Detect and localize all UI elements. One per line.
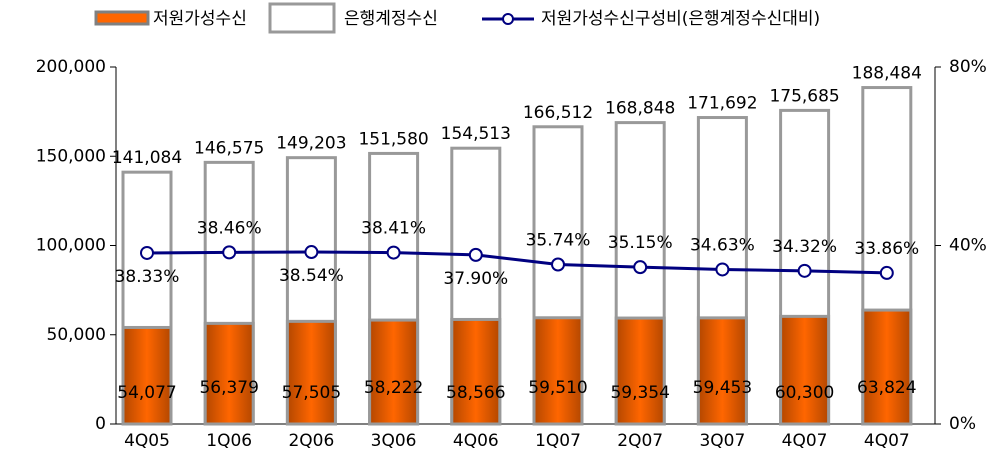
- data-label: 175,685: [769, 86, 839, 106]
- data-label: 57,505: [282, 383, 341, 403]
- data-label: 35.74%: [526, 231, 591, 251]
- data-label: 58,566: [446, 383, 505, 403]
- bar: [450, 317, 502, 426]
- data-label: 151,580: [358, 129, 428, 149]
- legend-label: 저원가성수신: [153, 9, 247, 29]
- bar: [532, 316, 584, 426]
- data-label: 149,203: [276, 134, 346, 154]
- legend-label: 저원가성수신구성비(은행계정수신대비): [541, 9, 820, 29]
- legend-swatch: [502, 13, 514, 25]
- data-label: 141,084: [112, 148, 182, 168]
- point: [468, 247, 483, 262]
- point: [304, 245, 319, 260]
- data-label: 60,300: [775, 383, 834, 403]
- data-label: 54,077: [117, 383, 176, 403]
- data-label: 38.33%: [115, 267, 180, 287]
- legend-swatch: [94, 10, 150, 26]
- y-tick-label: 50,000: [47, 325, 106, 345]
- data-label: 154,513: [441, 124, 511, 144]
- data-label: 166,512: [523, 103, 593, 123]
- bar: [861, 308, 913, 426]
- data-label: 35.15%: [608, 233, 673, 253]
- y2-tick-label: 0%: [949, 414, 976, 434]
- data-label: 33.86%: [854, 239, 919, 259]
- y2-tick-label: 40%: [949, 236, 987, 256]
- point: [715, 262, 730, 277]
- data-label: 34.32%: [772, 237, 837, 257]
- data-label: 168,848: [605, 99, 675, 119]
- bar: [203, 321, 255, 426]
- point: [386, 245, 401, 260]
- bar: [368, 318, 420, 426]
- x-tick-label: 1Q06: [206, 431, 252, 451]
- data-label: 59,453: [693, 378, 752, 398]
- legend-label: 은행계정수신: [344, 9, 438, 29]
- x-tick-label: 4Q07: [782, 431, 828, 451]
- point: [879, 265, 894, 280]
- y-tick-label: 200,000: [36, 57, 106, 77]
- bar: [614, 316, 666, 426]
- x-tick-label: 4Q06: [453, 431, 499, 451]
- y-tick-label: 0: [95, 414, 106, 434]
- data-label: 171,692: [687, 94, 757, 114]
- bar: [121, 325, 173, 426]
- x-tick-label: 1Q07: [535, 431, 581, 451]
- data-label: 59,354: [610, 383, 669, 403]
- x-tick-label: 2Q06: [288, 431, 334, 451]
- y-tick-label: 150,000: [36, 146, 106, 166]
- bar: [285, 319, 337, 426]
- x-tick-label: 3Q07: [699, 431, 745, 451]
- legend-swatch: [268, 2, 336, 34]
- point: [633, 260, 648, 275]
- data-label: 59,510: [528, 378, 587, 398]
- line: [146, 250, 887, 275]
- data-label: 58,222: [364, 378, 423, 398]
- legend: 저원가성수신 은행계정수신 저원가성수신구성비(은행계정수신대비): [94, 2, 820, 34]
- x-tick-label: 2Q07: [617, 431, 663, 451]
- data-label: 37.90%: [443, 269, 508, 289]
- point: [222, 245, 237, 260]
- data-label: 63,824: [857, 378, 916, 398]
- point: [140, 245, 154, 260]
- bar: [696, 316, 748, 426]
- data-label: 38.41%: [361, 219, 426, 239]
- x-tick-label: 4Q07: [864, 431, 910, 451]
- y-tick-label: 100,000: [36, 236, 106, 256]
- data-label: 146,575: [194, 138, 264, 158]
- x-tick-label: 3Q06: [371, 431, 417, 451]
- data-label: 34.63%: [690, 235, 755, 255]
- data-label: 188,484: [852, 64, 922, 84]
- x-tick-label: 4Q05: [124, 431, 170, 451]
- data-label: 38.46%: [197, 218, 262, 238]
- data-label: 38.54%: [279, 266, 344, 286]
- data-label: 56,379: [199, 378, 258, 398]
- point: [551, 257, 565, 272]
- y2-tick-label: 80%: [949, 57, 987, 77]
- bar: [779, 314, 831, 426]
- point: [797, 263, 812, 278]
